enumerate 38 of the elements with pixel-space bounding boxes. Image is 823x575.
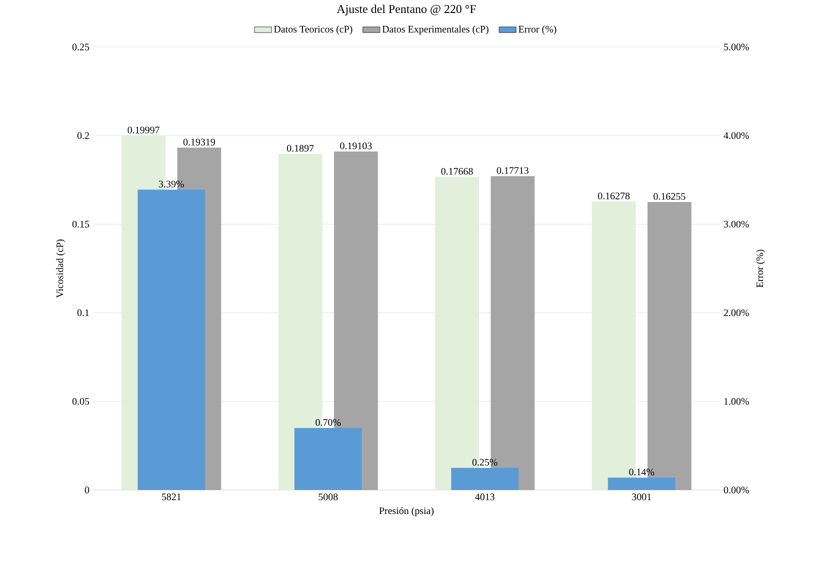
data-label: 0.14% [629,468,654,476]
legend-label: Datos Teoricos (cP) [274,26,352,35]
data-label: 0.1897 [286,144,314,152]
y2-tick-label: 3.00% [724,220,749,228]
bar [294,428,362,490]
y2-tick-label: 5.00% [724,44,749,50]
chart-title: Ajuste del Pentano @ 220 °F [336,4,476,16]
legend-label: Datos Experimentales (cP) [382,26,488,35]
y-tick-label: 0.2 [77,132,89,139]
data-label: 0.17668 [441,168,473,175]
y2-tick-label: 4.00% [724,132,749,139]
data-label: 0.17713 [496,167,528,174]
y2-tick-label: 0.00% [724,486,749,494]
x-tick-label: 5821 [162,494,181,500]
y-tick-label: 0.1 [77,309,89,316]
x-tick-label: 3001 [632,494,651,500]
data-label: 0.16278 [598,192,630,200]
data-label: 0.16255 [654,193,686,200]
y-tick-label: 0.05 [72,398,90,405]
data-label: 0.25% [472,458,498,466]
data-label: 0.19103 [340,142,372,150]
y2-axis-title: Error (%) [756,250,766,288]
x-axis-title: Presión (psia) [379,507,434,516]
y-tick-label: 0.25 [72,44,90,50]
x-tick-label: 5008 [318,494,338,500]
y2-tick-label: 1.00% [724,398,749,405]
x-tick-label: 4013 [475,494,494,500]
y2-tick-label: 2.00% [724,309,749,316]
data-label: 3.39% [158,180,184,188]
data-label: 0.19997 [128,126,160,134]
data-label: 0.70% [316,419,341,426]
bar [608,478,676,490]
data-label: 0.19319 [183,138,215,146]
y-axis-title: Vicosidad (cP) [56,240,66,298]
y-tick-label: 0 [84,486,90,494]
bar [451,468,519,490]
y-tick-label: 0.15 [72,220,90,228]
legend-label: Error (%) [518,26,556,35]
